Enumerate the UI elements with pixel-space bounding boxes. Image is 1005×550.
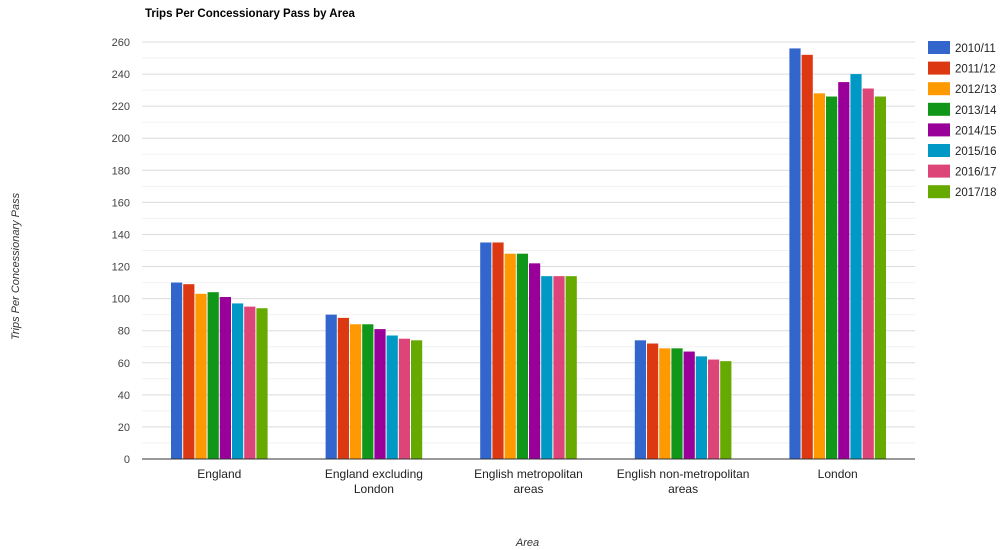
bar — [374, 329, 386, 459]
bar — [232, 303, 244, 459]
bar — [362, 324, 374, 459]
y-tick-label: 20 — [118, 422, 130, 434]
bar — [813, 93, 825, 460]
legend-label: 2014/15 — [955, 125, 997, 137]
bar — [826, 96, 838, 460]
y-tick-label: 100 — [112, 294, 130, 306]
x-axis-title: Area — [515, 537, 540, 549]
bar — [683, 351, 695, 459]
bar — [529, 263, 541, 459]
bar — [411, 340, 423, 459]
legend-swatch — [928, 82, 950, 96]
bar — [541, 276, 553, 459]
legend-label: 2016/17 — [955, 167, 997, 179]
bar — [207, 292, 219, 459]
bar — [480, 242, 492, 459]
bar — [647, 343, 659, 459]
y-tick-label: 140 — [112, 229, 130, 241]
bar — [386, 335, 398, 459]
x-tick-label: England excluding — [325, 467, 423, 481]
bar — [398, 338, 410, 459]
bar — [862, 88, 874, 459]
bar — [350, 324, 362, 459]
bar — [553, 276, 565, 459]
y-tick-label: 40 — [118, 390, 130, 402]
bar — [492, 242, 504, 459]
y-tick-label: 220 — [112, 101, 130, 113]
x-tick-label: areas — [668, 482, 698, 496]
bar — [720, 361, 732, 459]
legend-swatch — [928, 164, 950, 178]
bar — [183, 284, 195, 459]
legend-label: 2012/13 — [955, 84, 997, 96]
bar — [195, 293, 207, 459]
bar — [850, 74, 862, 460]
x-tick-label: English metropolitan — [474, 467, 583, 481]
bar — [565, 276, 577, 459]
bar — [337, 317, 349, 459]
legend-swatch — [928, 41, 950, 54]
y-tick-label: 120 — [112, 262, 130, 274]
x-tick-label: London — [818, 467, 858, 481]
bar — [671, 348, 683, 459]
legend-label: 2013/14 — [955, 105, 997, 117]
bar — [659, 348, 671, 459]
y-tick-label: 240 — [112, 69, 130, 81]
bar — [244, 306, 256, 459]
bar — [325, 314, 337, 459]
bar — [695, 356, 707, 459]
bar — [219, 297, 231, 459]
legend-swatch — [928, 102, 950, 116]
y-tick-label: 200 — [112, 133, 130, 145]
y-tick-label: 0 — [124, 454, 130, 466]
bar — [504, 253, 516, 459]
bar — [789, 48, 801, 460]
bar — [801, 54, 813, 459]
bar — [171, 282, 183, 459]
y-tick-label: 80 — [118, 326, 130, 338]
chart-title: Trips Per Concessionary Pass by Area — [145, 8, 355, 20]
x-tick-label: London — [354, 482, 394, 496]
bar — [708, 359, 720, 459]
bar — [516, 253, 528, 459]
legend-swatch — [928, 61, 950, 75]
legend-swatch — [928, 123, 950, 137]
x-tick-label: England — [197, 467, 241, 481]
legend-label: 2010/11 — [955, 43, 996, 55]
y-tick-label: 60 — [118, 358, 130, 370]
bar — [838, 82, 850, 459]
x-tick-label: English non-metropolitan — [617, 467, 750, 481]
y-tick-label: 180 — [112, 165, 130, 177]
legend-swatch — [928, 144, 950, 157]
bar — [874, 96, 886, 460]
legend-label: 2017/18 — [955, 187, 997, 199]
legend-label: 2011/12 — [955, 64, 996, 76]
y-tick-label: 260 — [112, 37, 130, 49]
legend-label: 2015/16 — [955, 146, 997, 158]
bar — [634, 340, 646, 459]
bar — [256, 308, 268, 459]
legend-swatch — [928, 185, 950, 199]
x-tick-label: areas — [513, 482, 543, 496]
y-tick-label: 160 — [112, 197, 130, 209]
